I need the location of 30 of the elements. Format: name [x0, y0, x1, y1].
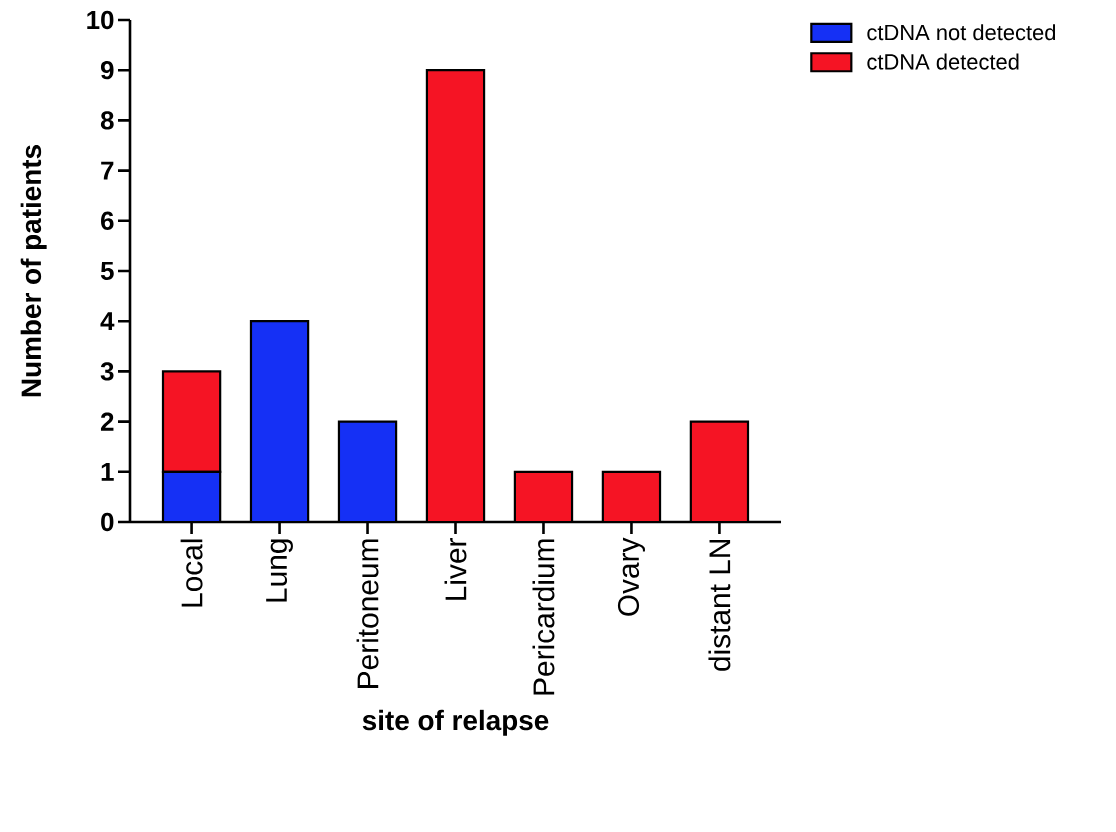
bar: [601, 470, 662, 522]
bar: [689, 420, 750, 522]
bar: [425, 69, 486, 522]
bar: [161, 370, 222, 473]
y-tick-label: 7: [101, 161, 114, 180]
x-tick-label: distant LN: [708, 539, 731, 671]
y-tick-label: 10: [87, 10, 114, 30]
y-tick-label: 2: [100, 412, 114, 431]
y-tick-label: 9: [100, 61, 114, 80]
y-tick-label: 0: [101, 512, 114, 532]
x-tick-label: Local: [180, 539, 203, 607]
x-axis-title: site of relapse: [362, 709, 549, 736]
y-tick-label: 3: [100, 362, 114, 381]
bar: [513, 470, 574, 522]
x-tick-label: Lung: [266, 539, 293, 602]
y-tick-label: 1: [101, 462, 114, 481]
y-tick-label: 4: [100, 312, 115, 331]
bar: [161, 470, 222, 522]
x-tick-label: Ovary: [617, 537, 645, 616]
y-tick-label: 6: [101, 211, 114, 230]
bar: [337, 420, 398, 522]
legend-label: ctDNA detected: [867, 53, 1019, 70]
x-tick-label: Peritoneum: [356, 539, 379, 688]
legend-label: ctDNA not detected: [867, 24, 1056, 41]
y-axis-title: Number of patients: [20, 145, 47, 397]
x-tick-label: Pericardium: [532, 539, 555, 695]
y-tick-label: 5: [100, 261, 114, 281]
bar: [249, 320, 310, 522]
x-tick-label: Liver: [444, 538, 467, 600]
y-tick-label: 8: [100, 111, 114, 130]
